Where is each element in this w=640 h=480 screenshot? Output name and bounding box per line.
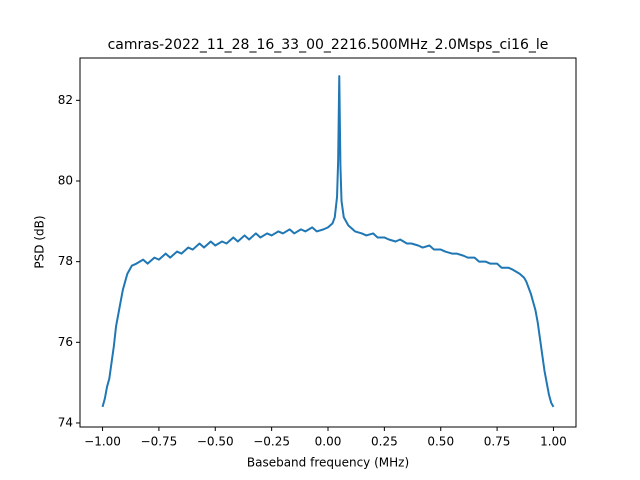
data-line xyxy=(101,75,555,408)
x-tick-label: 0.75 xyxy=(484,435,511,449)
x-tick-label: 0.00 xyxy=(315,435,342,449)
y-tick-label: 82 xyxy=(58,93,73,107)
y-tick-label: 74 xyxy=(58,415,73,429)
x-tick-label: −0.50 xyxy=(197,435,234,449)
y-tick-label: 80 xyxy=(58,174,73,188)
x-tick-label: −0.25 xyxy=(253,435,290,449)
y-tick-label: 78 xyxy=(58,254,73,268)
x-axis-label: Baseband frequency (MHz) xyxy=(247,456,409,470)
x-tick-label: 1.00 xyxy=(540,435,567,449)
x-tick-label: −1.00 xyxy=(84,435,121,449)
axes-frame xyxy=(79,57,577,428)
x-tick-label: 0.50 xyxy=(427,435,454,449)
x-tick-label: −0.75 xyxy=(141,435,178,449)
x-tick-label: 0.25 xyxy=(371,435,398,449)
y-axis-label: PSD (dB) xyxy=(33,215,47,268)
y-tick-label: 76 xyxy=(58,335,73,349)
chart-title: camras-2022_11_28_16_33_00_2216.500MHz_2… xyxy=(108,37,549,53)
